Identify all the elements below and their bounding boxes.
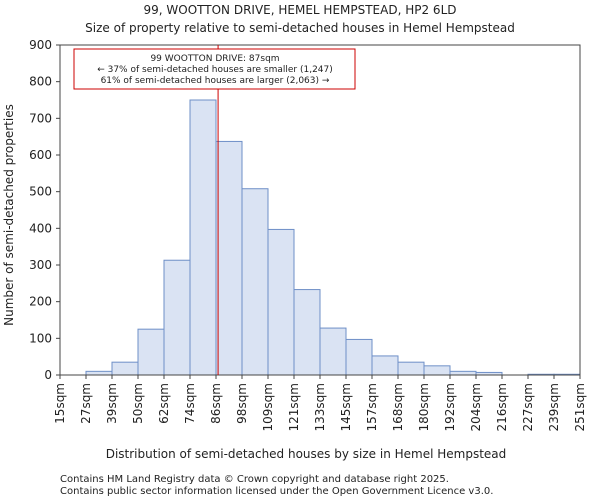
x-tick-label-1: 27sqm <box>79 383 93 424</box>
histogram-bar-1 <box>85 370 113 376</box>
x-tick-label-6: 86sqm <box>209 383 223 424</box>
y-tick-label-0: 0 <box>44 368 52 382</box>
x-tick-label-12: 157sqm <box>365 383 379 431</box>
histogram-bar-14 <box>423 365 451 376</box>
y-tick-label-5: 500 <box>29 185 52 199</box>
x-tick-label-18: 227sqm <box>521 383 535 431</box>
x-tick-label-15: 192sqm <box>443 383 457 431</box>
x-tick-label-8: 109sqm <box>261 383 275 431</box>
x-tick-label-3: 50sqm <box>131 383 145 424</box>
y-tick-label-7: 700 <box>29 111 52 125</box>
x-axis-label: Distribution of semi-detached houses by … <box>106 447 507 461</box>
histogram-bar-13 <box>397 361 425 376</box>
x-tick-label-0: 15sqm <box>53 383 67 424</box>
y-tick-label-2: 200 <box>29 295 52 309</box>
x-tick-label-20: 251sqm <box>573 383 587 431</box>
footer-line-1: Contains HM Land Registry data © Crown c… <box>60 474 449 485</box>
histogram-bar-8 <box>267 228 295 376</box>
histogram-bar-5 <box>189 99 217 376</box>
histogram-bar-9 <box>293 289 321 376</box>
histogram-bar-10 <box>319 327 347 376</box>
bars-group <box>85 99 581 376</box>
x-tick-label-11: 145sqm <box>339 383 353 431</box>
x-tick-label-2: 39sqm <box>105 383 119 424</box>
x-tick-label-17: 216sqm <box>495 383 509 431</box>
x-tick-label-16: 204sqm <box>469 383 483 431</box>
y-axis-label: Number of semi-detached properties <box>2 104 16 326</box>
y-tick-label-4: 400 <box>29 221 52 235</box>
chart-subtitle: Size of property relative to semi-detach… <box>85 21 515 35</box>
histogram-bar-3 <box>137 328 165 376</box>
histogram-bar-4 <box>163 259 191 376</box>
annotation-line-1: 99 WOOTTON DRIVE: 87sqm <box>150 54 279 64</box>
histogram-bar-6 <box>215 140 243 376</box>
y-tick-label-6: 600 <box>29 148 52 162</box>
y-axis-ticks: 0 100 200 300 400 500 600 700 800 900 <box>29 38 60 382</box>
histogram-bar-15 <box>449 370 477 376</box>
histogram-bar-11 <box>345 338 373 376</box>
y-tick-label-9: 900 <box>29 38 52 52</box>
histogram-bar-12 <box>371 355 399 376</box>
y-tick-label-3: 300 <box>29 258 52 272</box>
x-tick-label-13: 168sqm <box>391 383 405 431</box>
annotation-line-2: ← 37% of semi-detached houses are smalle… <box>97 65 333 75</box>
annotation-line-3: 61% of semi-detached houses are larger (… <box>101 76 330 86</box>
x-axis-ticks: 15sqm 27sqm 39sqm 50sqm 62sqm 74sqm 86sqm 98sqm… <box>53 375 587 431</box>
y-tick-label-8: 800 <box>29 75 52 89</box>
plot-frame <box>59 44 581 376</box>
x-tick-label-5: 74sqm <box>183 383 197 424</box>
annotation-box <box>73 48 356 90</box>
x-tick-label-19: 239sqm <box>547 383 561 431</box>
x-tick-label-10: 133sqm <box>313 383 327 431</box>
footer-line-2: Contains public sector information licen… <box>60 486 493 497</box>
x-tick-label-7: 98sqm <box>235 383 249 424</box>
x-tick-label-4: 62sqm <box>157 383 171 424</box>
x-tick-label-14: 180sqm <box>417 383 431 431</box>
x-tick-label-9: 121sqm <box>287 383 301 431</box>
histogram-bar-2 <box>111 361 139 376</box>
histogram-bar-7 <box>241 188 269 376</box>
chart-title: 99, WOOTTON DRIVE, HEMEL HEMPSTEAD, HP2 … <box>144 3 457 17</box>
y-tick-label-1: 100 <box>29 331 52 345</box>
